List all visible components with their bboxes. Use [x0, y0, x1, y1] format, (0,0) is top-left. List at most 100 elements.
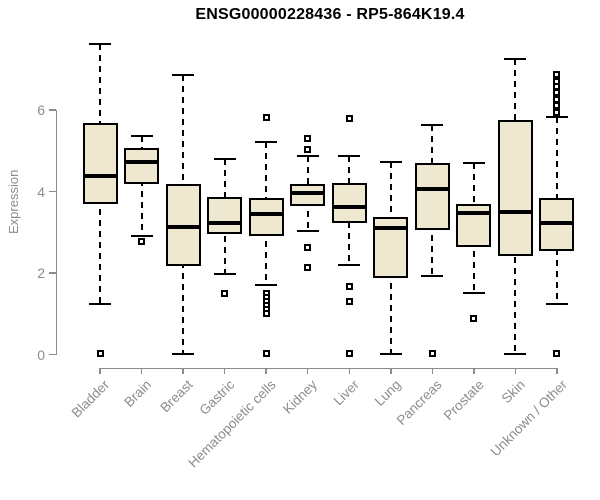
x-tick	[140, 367, 143, 374]
whisker-cap-high-bladder	[89, 42, 111, 45]
x-axis-line	[99, 367, 558, 369]
outlier-liver	[345, 350, 353, 358]
whisker-cap-high-brain	[130, 135, 153, 138]
whisker-cap-high-prostate	[462, 161, 485, 164]
median-skin	[497, 209, 533, 214]
median-gastric	[207, 220, 243, 225]
chart-title: ENSG00000228436 - RP5-864K19.4	[195, 6, 465, 23]
whisker-cap-low-bladder	[89, 302, 111, 305]
y-tick	[49, 190, 56, 193]
median-kidney	[290, 190, 326, 195]
outlier-brain	[138, 238, 146, 246]
x-tick-label-brain: Brain	[121, 377, 155, 410]
whisker-cap-low-pancreas	[421, 274, 444, 277]
outlier-unknown-other	[553, 71, 561, 79]
x-tick-label-skin: Skin	[498, 377, 529, 407]
outlier-unknown-other	[553, 88, 561, 96]
outlier-kidney	[304, 134, 312, 142]
whisker-cap-high-liver	[338, 155, 361, 158]
x-tick	[99, 367, 101, 374]
whisker-cap-high-breast	[172, 73, 195, 76]
outlier-kidney	[304, 263, 312, 271]
x-tick	[473, 367, 475, 374]
box-brain	[124, 148, 160, 185]
median-breast	[165, 224, 201, 229]
x-tick-label-lung: Lung	[371, 377, 404, 409]
outlier-kidney	[304, 243, 312, 251]
whisker-cap-low-hematopoietic-cells	[255, 283, 278, 286]
x-tick	[556, 367, 558, 374]
outlier-liver	[345, 298, 353, 306]
median-hematopoietic-cells	[248, 212, 284, 217]
median-brain	[124, 160, 160, 165]
median-lung	[373, 225, 409, 230]
outlier-prostate	[470, 314, 478, 322]
outlier-kidney	[304, 146, 312, 154]
x-tick	[348, 367, 351, 374]
outlier-pancreas	[428, 350, 436, 358]
whisker-cap-high-gastric	[213, 158, 236, 161]
x-tick	[182, 367, 184, 374]
outlier-liver	[345, 114, 353, 122]
x-tick	[431, 367, 434, 374]
x-tick-label-liver: Liver	[330, 377, 362, 409]
median-pancreas	[414, 187, 450, 192]
x-tick-label-breast: Breast	[157, 377, 196, 416]
median-unknown-other	[539, 220, 575, 225]
x-tick	[306, 367, 309, 374]
whisker-cap-low-kidney	[296, 230, 319, 233]
whisker-cap-low-lung	[379, 352, 402, 355]
whisker-cap-low-skin	[504, 352, 527, 355]
whisker-cap-low-liver	[338, 263, 361, 266]
y-tick-label: 6	[37, 102, 45, 118]
whisker-cap-high-skin	[504, 58, 527, 61]
x-tick-label-gastric: Gastric	[196, 377, 238, 418]
outlier-hematopoietic-cells	[262, 350, 270, 358]
box-pancreas	[414, 163, 450, 230]
outlier-hematopoietic-cells	[262, 114, 270, 122]
whisker-cap-low-breast	[172, 352, 195, 355]
box-skin	[497, 119, 533, 256]
box-kidney	[290, 184, 326, 207]
outlier-unknown-other	[553, 350, 561, 358]
box-hematopoietic-cells	[248, 198, 284, 236]
box-gastric	[207, 196, 243, 235]
whisker-cap-low-gastric	[213, 273, 236, 276]
y-tick-label: 4	[37, 183, 45, 200]
y-tick	[49, 272, 56, 274]
x-tick-label-prostate: Prostate	[440, 377, 487, 424]
box-liver	[331, 183, 367, 223]
whisker-cap-low-prostate	[462, 292, 485, 295]
x-tick	[514, 367, 517, 374]
y-axis-line	[55, 110, 57, 355]
y-tick-label: 0	[37, 346, 45, 363]
x-tick-label-bladder: Bladder	[69, 377, 113, 421]
x-tick	[265, 367, 267, 374]
whisker-brain	[140, 136, 143, 237]
whisker-cap-low-brain	[130, 235, 153, 238]
whisker-cap-high-lung	[379, 161, 402, 164]
x-tick-label-unknown-other: Unknown / Other	[487, 377, 570, 460]
median-bladder	[82, 173, 118, 178]
median-liver	[331, 205, 367, 210]
y-tick	[49, 109, 56, 111]
outlier-bladder	[96, 350, 104, 358]
outlier-gastric	[221, 289, 229, 297]
x-tick	[223, 367, 226, 374]
outlier-unknown-other	[553, 108, 561, 116]
outlier-hematopoietic-cells	[262, 310, 270, 318]
whisker-cap-high-hematopoietic-cells	[255, 140, 278, 143]
outlier-unknown-other	[553, 101, 561, 109]
whisker-cap-high-kidney	[296, 155, 319, 158]
median-prostate	[456, 211, 492, 216]
whisker-cap-high-unknown-other	[545, 115, 568, 118]
whisker-cap-low-unknown-other	[545, 303, 568, 306]
y-tick-label: 2	[37, 265, 45, 281]
box-bladder	[82, 122, 118, 204]
x-tick-label-kidney: Kidney	[280, 377, 321, 417]
whisker-cap-high-pancreas	[421, 124, 444, 127]
y-tick	[49, 353, 56, 356]
outlier-liver	[345, 283, 353, 291]
